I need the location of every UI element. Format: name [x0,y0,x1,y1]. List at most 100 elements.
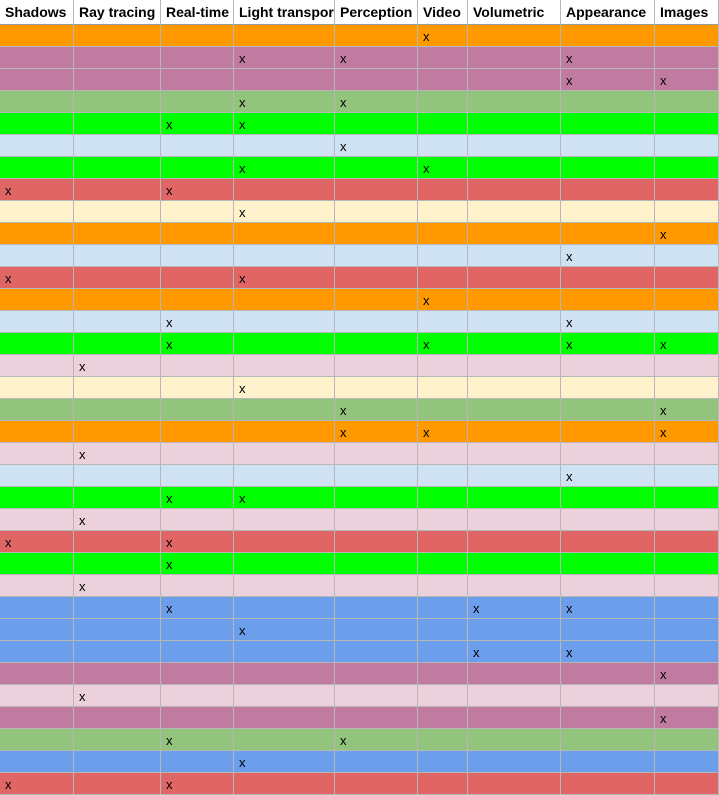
cell: x [418,333,468,355]
cell [74,553,161,575]
cell: x [74,355,161,377]
cell [335,311,418,333]
cell [0,707,74,729]
cell: x [74,443,161,465]
cell [234,399,335,421]
cell [418,311,468,333]
cell: x [561,47,655,69]
cell [335,443,418,465]
cell: x [234,157,335,179]
cell [561,201,655,223]
cell [0,465,74,487]
cell: x [0,531,74,553]
cell [468,553,561,575]
cell [468,707,561,729]
cell [335,289,418,311]
cell: x [655,333,719,355]
cell [74,641,161,663]
cell: x [468,641,561,663]
cell [335,487,418,509]
cell: x [561,69,655,91]
cell [335,465,418,487]
cell [468,619,561,641]
cell [655,377,719,399]
cell [335,751,418,773]
cell [335,223,418,245]
cell [0,421,74,443]
cell [655,47,719,69]
cell [161,157,234,179]
cell [468,487,561,509]
cell: x [335,399,418,421]
cell: x [561,465,655,487]
cell [234,69,335,91]
cell [0,91,74,113]
cell [0,333,74,355]
cell [468,355,561,377]
cell [468,267,561,289]
cell [468,465,561,487]
cell: x [0,773,74,795]
cell [161,509,234,531]
cell [561,355,655,377]
cell [0,553,74,575]
cell [161,135,234,157]
column-header: Ray tracing [74,0,161,25]
cell: x [561,245,655,267]
cell [418,487,468,509]
column-header: Perception [335,0,418,25]
cell [234,553,335,575]
cell [0,619,74,641]
cell [468,69,561,91]
cell [335,553,418,575]
cell [655,179,719,201]
cell: x [234,91,335,113]
cell [234,707,335,729]
cell [335,707,418,729]
cell: x [655,69,719,91]
cell [161,201,234,223]
cell [74,157,161,179]
cell: x [561,597,655,619]
cell [234,443,335,465]
cell [0,69,74,91]
cell [561,443,655,465]
cell [418,113,468,135]
cell: x [161,113,234,135]
cell [161,267,234,289]
cell [335,333,418,355]
cell [418,531,468,553]
cell [161,443,234,465]
column-header: Volumetric [468,0,561,25]
cell [161,69,234,91]
cell [468,179,561,201]
cell [655,311,719,333]
cell: x [655,663,719,685]
cell [161,355,234,377]
cell [418,597,468,619]
cell [655,135,719,157]
cell [561,487,655,509]
cell: x [234,751,335,773]
cell [234,289,335,311]
cell [561,157,655,179]
cell [418,267,468,289]
cell [561,399,655,421]
column-header: Shadows [0,0,74,25]
cell [655,641,719,663]
cell [161,575,234,597]
cell [0,685,74,707]
cell [418,355,468,377]
cell [335,157,418,179]
cell: x [468,597,561,619]
cell [0,399,74,421]
cell [74,113,161,135]
cell [0,311,74,333]
cell [655,597,719,619]
cell [561,113,655,135]
cell [655,729,719,751]
column-header: Light transpor [234,0,335,25]
cell: x [655,399,719,421]
cell [561,25,655,47]
